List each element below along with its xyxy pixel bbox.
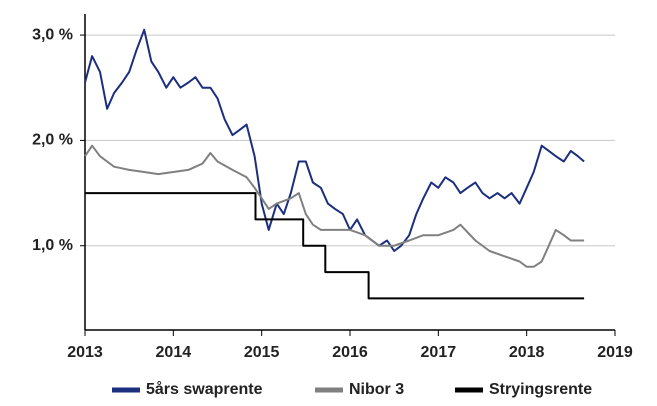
legend-label: 5års swaprente: [146, 380, 263, 398]
x-tick-label: 2018: [509, 344, 545, 361]
y-tick-label: 3,0 %: [32, 26, 73, 43]
x-tick-label: 2013: [67, 344, 103, 361]
legend-label: Nibor 3: [349, 381, 404, 398]
series-line: [85, 192, 585, 300]
x-tick-label: 2019: [597, 344, 633, 361]
legend-label: Stryingsrente: [489, 381, 592, 398]
y-tick-label: 1,0 %: [32, 237, 73, 254]
x-tick-label: 2015: [244, 344, 280, 361]
series-line: [84, 28, 585, 252]
y-tick-label: 2,0 %: [32, 132, 73, 149]
x-tick-label: 2016: [332, 344, 368, 361]
series-line: [84, 144, 585, 268]
x-tick-label: 2017: [421, 344, 457, 361]
x-tick-label: 2014: [156, 344, 192, 361]
